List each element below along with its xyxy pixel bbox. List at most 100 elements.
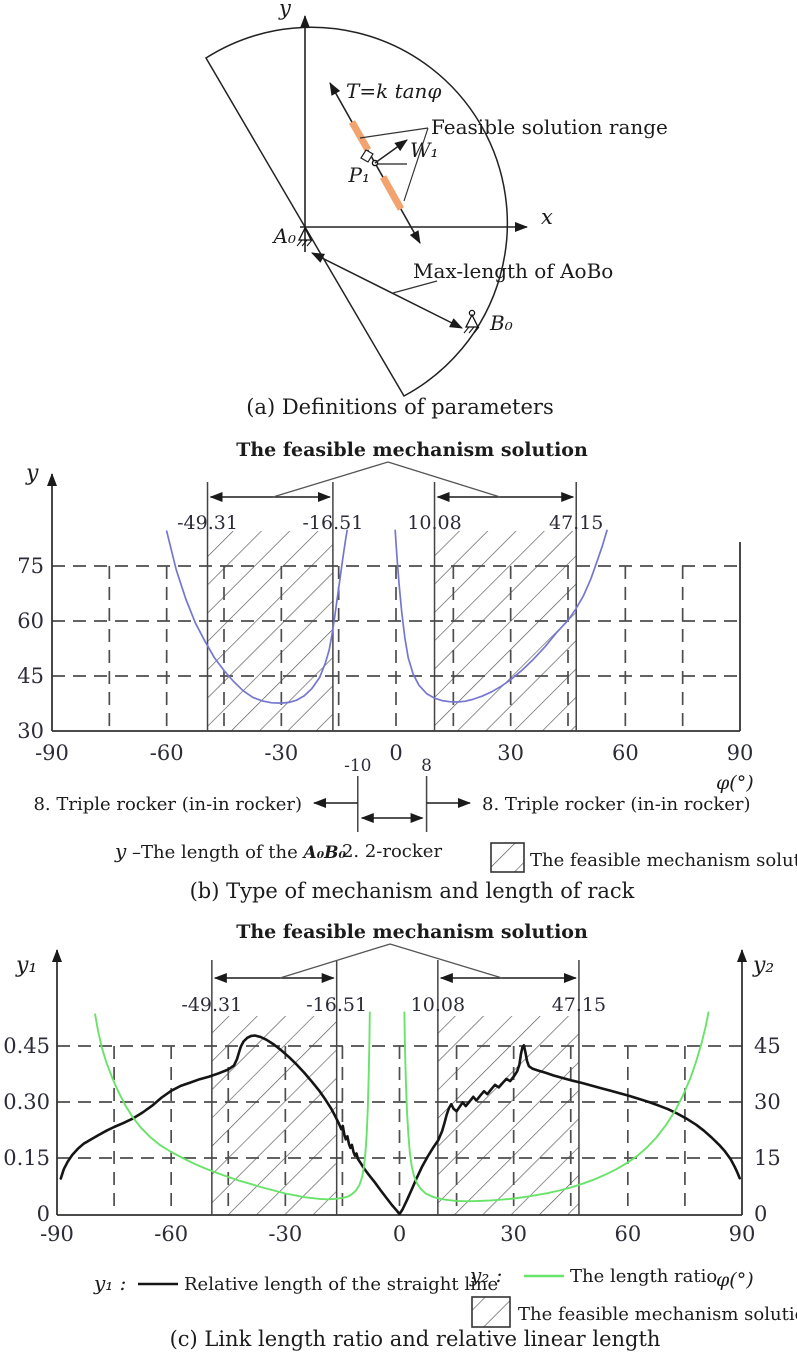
b-hatch-legend-label: The feasible mechanism solution: [530, 850, 797, 871]
b-xtick-label: 0: [389, 741, 402, 765]
c-curve-y2: [94, 1011, 371, 1201]
b-curve: [165, 529, 348, 704]
b-xtick-label: 90: [727, 741, 754, 765]
b-xtick-label: -60: [150, 741, 184, 765]
c-y2-axis-label: y₂: [752, 953, 774, 978]
c-y2-legend-label: The length ratio: [570, 1266, 717, 1287]
panel-a-diagram: y x T=k tanφ P₁ W₁ Feasible solution ran…: [204, 0, 668, 419]
a0-pivot-icon: [297, 226, 313, 241]
c-y1tick-label: 0.30: [3, 1090, 50, 1114]
c-y1-legend-label: Relative length of the straight line: [184, 1274, 498, 1295]
feasible-leader-upper: [359, 127, 429, 139]
maxlen-label: Max-length of AoBo: [413, 259, 613, 283]
c-y1-legend-symbol: y₁ :: [93, 1271, 126, 1295]
b-curve-legend: y –The length of the A₀B₀: [114, 839, 347, 863]
c-xtick-label: 0: [393, 1222, 406, 1246]
c-xtick-label: 90: [729, 1222, 756, 1246]
b-feasible-region: [434, 531, 577, 731]
b-legend-subscript: A₀B₀: [302, 843, 347, 863]
p1-label: P₁: [348, 163, 370, 187]
b-left-mech-label: 8. Triple rocker (in-in rocker): [33, 794, 302, 815]
b0-label: B₀: [489, 311, 513, 335]
right-angle-marker: [360, 149, 374, 163]
c-x-axis-label: φ(°): [716, 1269, 754, 1291]
x-axis-label: x: [541, 205, 553, 229]
c-y2tick-label: 30: [754, 1090, 781, 1114]
annotation-pointer-line: [387, 461, 501, 498]
c-y2tick-label: 45: [754, 1034, 781, 1058]
b-y-axis-label: y: [25, 461, 39, 486]
c-boundary-label: 47.15: [552, 994, 606, 1016]
b-annotation-title: The feasible mechanism solution: [236, 439, 588, 461]
b-mid-mech-label: 2. 2-rocker: [342, 841, 443, 862]
b0-pivot-hatch-icon: [463, 326, 480, 334]
b0-pivot-icon: [464, 313, 480, 328]
c-feasible-region: [437, 1016, 579, 1215]
c-curve-y2: [403, 1011, 710, 1203]
b-xtick-extra-label: -10: [344, 756, 371, 776]
c-curve-y1: [59, 1034, 741, 1216]
b-x-axis-label: φ(°): [716, 772, 754, 794]
c-xtick-label: 30: [500, 1222, 527, 1246]
annotation-pointer-line: [279, 943, 391, 979]
c-hatch-legend-swatch: [471, 1296, 511, 1328]
panel-c-caption: (c) Link length ratio and relative linea…: [170, 1327, 661, 1351]
c-boundary-label: -16.51: [306, 994, 367, 1016]
c-y1-axis-label: y₁: [15, 953, 37, 978]
b-xtick-label: 30: [497, 741, 524, 765]
a0-pivot-hatch-icon: [296, 239, 313, 247]
c-xtick-label: -90: [40, 1222, 74, 1246]
b-xtick-extra-label: 8: [421, 756, 432, 776]
b-ytick-label: 30: [17, 719, 44, 743]
c-boundary-label: 10.08: [411, 994, 465, 1016]
c-feasible-region: [211, 1016, 337, 1215]
panel-a-caption: (a) Definitions of parameters: [246, 395, 554, 419]
c-xtick-label: -30: [268, 1222, 302, 1246]
b-ytick-label: 75: [17, 554, 44, 578]
annotation-pointer-line: [272, 461, 389, 498]
b-boundary-label: 10.08: [407, 512, 461, 534]
b-legend-symbol: y: [114, 839, 127, 863]
w1-arrow: [374, 139, 408, 164]
c-y2tick-label: 15: [754, 1146, 781, 1170]
half-disc-outline: [204, 26, 509, 398]
b-xtick-label: -90: [35, 741, 69, 765]
b-xtick-label: 60: [612, 741, 639, 765]
feasible-segment-upper: [348, 120, 372, 152]
c-y2tick-label: 0: [754, 1202, 767, 1226]
feasible-leader-lower: [403, 127, 429, 202]
b-boundary-label: 47.15: [549, 512, 603, 534]
c-y2-legend-symbol: y₂ :: [469, 1263, 502, 1287]
b-boundary-label: -16.51: [302, 512, 363, 534]
maxlen-leader: [392, 280, 438, 294]
y-axis-label: y: [278, 0, 292, 20]
b-xtick-label: -30: [264, 741, 298, 765]
b-hatch-legend-swatch: [490, 842, 525, 873]
panel-c-chart: y₁ y₂ φ(°) -49.31 -16.51 10.08 47.15 The feasib…: [3, 921, 797, 1351]
c-xtick-label: -60: [154, 1222, 188, 1246]
c-hatch-legend-label: The feasible mechanism solution: [518, 1304, 797, 1325]
c-y1tick-label: 0.15: [3, 1146, 50, 1170]
c-annotation-title: The feasible mechanism solution: [236, 921, 588, 943]
w1-label: W₁: [410, 138, 439, 162]
a0-label: A₀: [272, 224, 296, 248]
b-feasible-region: [207, 531, 333, 731]
b-ytick-label: 45: [17, 664, 44, 688]
torque-label: T=k tanφ: [346, 79, 441, 103]
panel-b-chart: y φ(°) -49.31 -16.51 10.08 47.15 The feasible …: [17, 439, 797, 903]
b-curve: [394, 529, 608, 703]
b-ytick-label: 60: [17, 609, 44, 633]
b-legend-text: –The length of the: [126, 842, 303, 863]
a0b0-measure-arrow: [311, 252, 463, 329]
feasible-segment-lower: [379, 175, 405, 211]
c-y1tick-label: 0: [37, 1202, 50, 1226]
panel-b-caption: (b) Type of mechanism and length of rack: [190, 879, 635, 903]
c-y1tick-label: 0.45: [3, 1034, 50, 1058]
c-xtick-label: 60: [614, 1222, 641, 1246]
c-boundary-label: -49.31: [181, 994, 242, 1016]
b-right-mech-label: 8. Triple rocker (in-in rocker): [482, 794, 751, 815]
annotation-pointer-line: [389, 943, 503, 979]
feasible-range-label: Feasible solution range: [431, 115, 668, 139]
